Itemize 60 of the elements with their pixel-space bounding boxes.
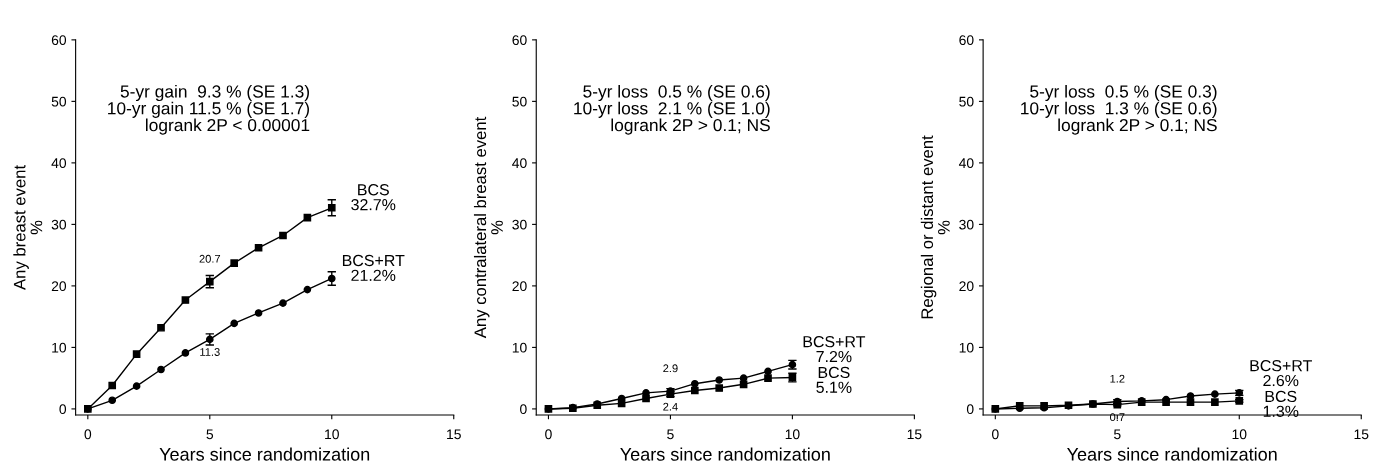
y-tick-label: 30	[959, 219, 974, 230]
data-label: 2.9	[663, 364, 678, 373]
x-tick-label: 10	[1232, 429, 1247, 440]
x-tick-label: 15	[907, 429, 922, 440]
data-label: 32.7%	[351, 198, 396, 211]
y-tick-label: 10	[512, 342, 527, 353]
x-tick-label: 10	[325, 429, 339, 440]
x-tick-label: 0	[545, 429, 552, 440]
y-tick-label: 50	[51, 96, 67, 107]
y-tick-label: 60	[51, 35, 67, 46]
y-tick-label: 0	[520, 404, 527, 415]
y-tick-label: 20	[51, 281, 67, 292]
series-label: BCS	[1265, 390, 1297, 403]
data-label: 1.3%	[1263, 405, 1299, 417]
x-tick-label: 15	[1354, 429, 1369, 440]
y-axis-title: Any contralateral breast event %	[473, 116, 503, 339]
series-label: BCS	[358, 184, 389, 196]
y-tick-label: 20	[959, 281, 974, 292]
x-axis-title: Years since randomization	[159, 447, 370, 461]
x-axis-title: Years since randomization	[1067, 447, 1277, 461]
y-tick-label: 0	[59, 404, 67, 415]
series-label: BCS+RT	[1250, 360, 1312, 372]
x-tick-label: 5	[1113, 429, 1121, 440]
y-axis-title: Any breast event %	[13, 165, 43, 290]
y-tick-label: 40	[958, 158, 974, 169]
x-tick-label: 0	[992, 429, 999, 440]
y-tick-label: 0	[966, 404, 974, 415]
data-label: 2.4	[663, 402, 678, 411]
x-tick-label: 15	[447, 429, 461, 440]
y-tick-label: 60	[959, 35, 974, 46]
annotation: 5-yr gain 9.3 % (SE 1.3) 10-yr gain 11.5 % (SE 1.7) logrank 2P < 0.00001	[108, 84, 310, 135]
y-tick-label: 50	[512, 96, 527, 107]
x-tick-label: 5	[206, 429, 214, 440]
y-tick-label: 10	[52, 342, 67, 353]
y-tick-label: 40	[51, 158, 67, 169]
x-tick-label: 0	[84, 429, 92, 440]
data-label: 1.2	[1110, 374, 1125, 383]
series-label: BCS	[818, 366, 850, 379]
data-label: 5.1%	[816, 381, 852, 393]
y-tick-label: 30	[51, 219, 67, 230]
data-label: 11.3	[200, 348, 220, 356]
data-label: 7.2%	[816, 350, 852, 363]
y-tick-label: 20	[512, 281, 527, 292]
y-tick-label: 30	[512, 219, 527, 230]
y-tick-label: 40	[512, 158, 527, 169]
x-axis-title: Years since randomization	[620, 447, 830, 461]
y-axis-title: Regional or distant event %	[920, 135, 950, 319]
y-tick-label: 10	[959, 342, 974, 353]
x-tick-label: 5	[667, 429, 674, 440]
series-label: BCS+RT	[803, 336, 866, 348]
data-label: 20.7	[199, 254, 221, 263]
data-label: 21.2%	[351, 269, 396, 281]
data-label: 2.6%	[1263, 374, 1299, 387]
y-tick-label: 60	[512, 35, 527, 46]
series-label: BCS+RT	[342, 254, 405, 267]
x-tick-label: 10	[785, 429, 800, 440]
data-label: 0.7	[1110, 413, 1125, 422]
annotation: 5-yr loss 0.5 % (SE 0.6) 10-yr loss 2.1 % (SE 1.0) logrank 2P > 0.1; NS	[574, 84, 770, 135]
y-tick-label: 50	[959, 96, 974, 107]
annotation: 5-yr loss 0.5 % (SE 0.3) 10-yr loss 1.3 % (SE 0.6) logrank 2P > 0.1; NS	[1021, 84, 1217, 135]
